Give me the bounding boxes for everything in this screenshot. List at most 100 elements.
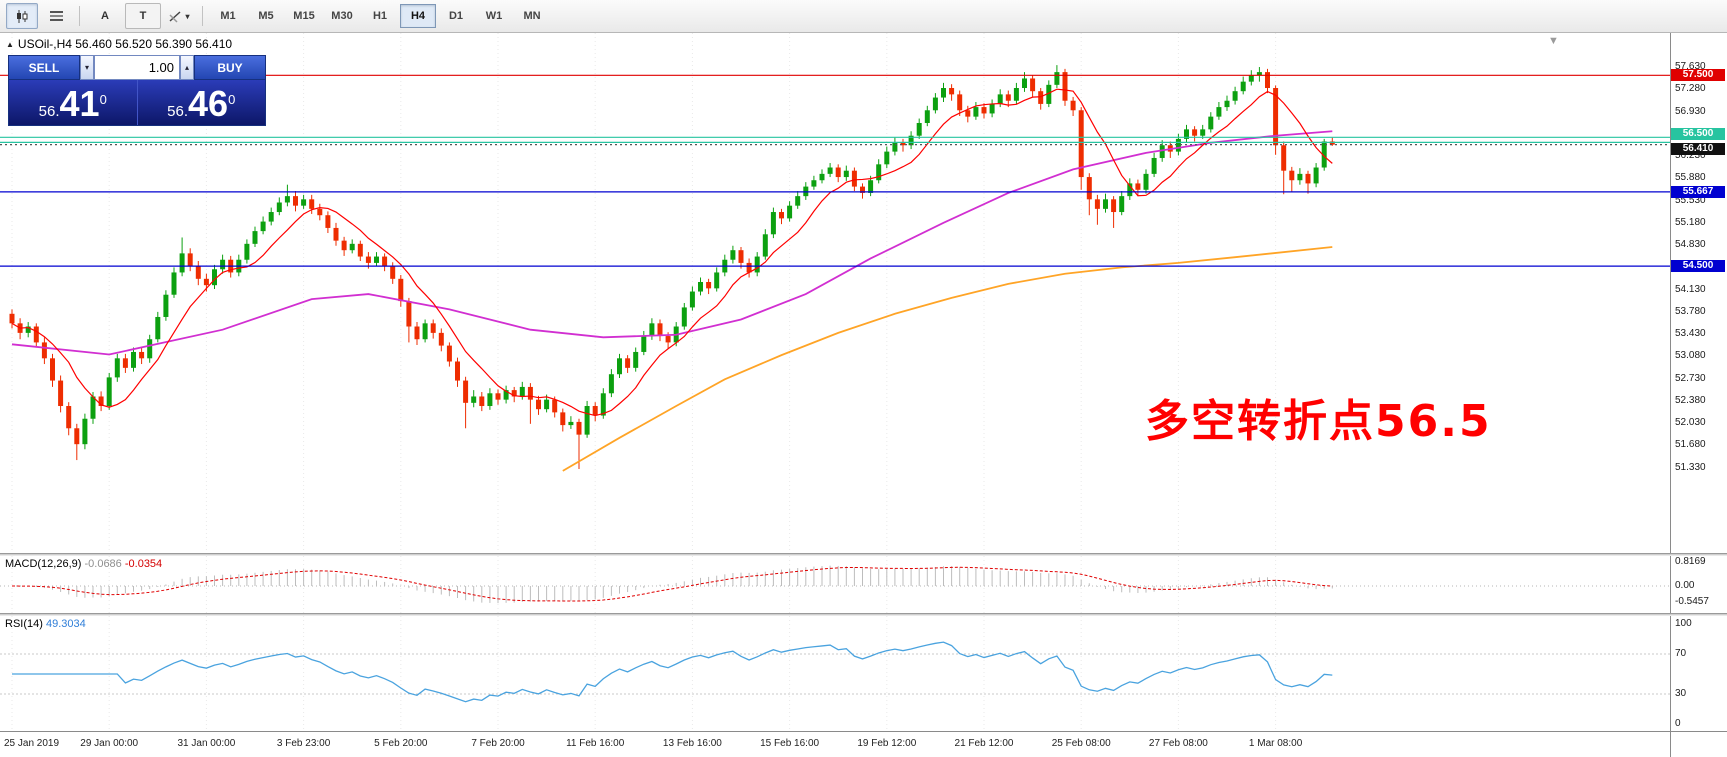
panel-divider[interactable] bbox=[0, 553, 1727, 556]
price-axis-label: 56.930 bbox=[1675, 105, 1706, 117]
sell-price-pips: 41 bbox=[59, 83, 100, 124]
one-click-trading-panel: SELL ▾ ▴ BUY 56.410 56.460 bbox=[8, 55, 266, 126]
price-level-badge: 57.500 bbox=[1671, 69, 1725, 82]
collapse-trade-panel-icon[interactable]: ▲ bbox=[6, 40, 14, 49]
price-axis-label: 51.680 bbox=[1675, 439, 1706, 451]
rsi-label: RSI(14) bbox=[5, 618, 43, 630]
time-axis-label: 25 Jan 2019 bbox=[4, 738, 60, 749]
ma-slow-line bbox=[562, 246, 1333, 472]
price-level-badge: 56.410 bbox=[1671, 142, 1725, 155]
timeframe-button-m5[interactable]: M5 bbox=[258, 10, 274, 22]
time-axis-label: 27 Feb 08:00 bbox=[1148, 738, 1208, 749]
macd-canvas[interactable] bbox=[0, 556, 1670, 613]
time-axis[interactable]: 25 Jan 2019 29 Jan 00:00 31 Jan 00:00 3 Feb… bbox=[0, 731, 1727, 757]
timeframe-button-mn[interactable]: MN bbox=[523, 10, 541, 22]
rsi-header: RSI(14) 49.3034 bbox=[5, 618, 86, 630]
price-level-badge: 55.667 bbox=[1671, 185, 1725, 198]
rsi-axis-label: 30 bbox=[1675, 688, 1687, 699]
price-axis-label: 57.280 bbox=[1675, 83, 1706, 95]
rsi-line bbox=[12, 641, 1333, 703]
rsi-axis-label: 100 bbox=[1675, 618, 1692, 629]
timeframe-button-m1[interactable]: M1 bbox=[220, 10, 236, 22]
macd-signal-value: -0.0354 bbox=[124, 558, 163, 570]
price-axis-label: 54.130 bbox=[1675, 283, 1706, 295]
volume-increase-button[interactable]: ▴ bbox=[180, 55, 194, 80]
panel-divider[interactable] bbox=[0, 613, 1727, 616]
time-axis-label: 29 Jan 00:00 bbox=[80, 738, 139, 749]
rsi-panel: RSI(14) 49.3034 100 70 30 0 bbox=[0, 616, 1727, 731]
macd-axis: 0.8169 0.00 -0.5457 bbox=[1670, 556, 1727, 613]
buy-button[interactable]: BUY bbox=[194, 55, 266, 80]
macd-axis-label: 0.00 bbox=[1675, 580, 1695, 591]
time-axis-label: 11 Feb 16:00 bbox=[566, 738, 625, 749]
timeframe-button-m30[interactable]: M30 bbox=[331, 10, 353, 22]
sell-price[interactable]: 56. 41 0 bbox=[9, 80, 137, 125]
price-axis-label: 55.180 bbox=[1675, 216, 1706, 228]
main-toolbar: A T ▾ M1 M5 M15 M30 H1 H4 D1 W1 MN bbox=[0, 0, 1727, 33]
buy-price-pips: 46 bbox=[188, 83, 229, 124]
sell-price-sup: 0 bbox=[99, 92, 107, 107]
volume-input[interactable] bbox=[94, 55, 180, 80]
macd-header: MACD(12,26,9) -0.0686 -0.0354 bbox=[5, 558, 162, 570]
label-tool-button[interactable]: T bbox=[125, 3, 161, 29]
price-axis-label: 53.430 bbox=[1675, 328, 1706, 340]
timeframe-button-h4[interactable]: H4 bbox=[400, 4, 436, 28]
time-axis-label: 3 Feb 23:00 bbox=[276, 738, 331, 749]
axis-separator bbox=[1670, 33, 1671, 757]
drawing-tools-dropdown[interactable]: ▾ bbox=[163, 3, 195, 29]
indicator-list-icon[interactable] bbox=[40, 3, 72, 29]
price-level-badge: 56.500 bbox=[1671, 127, 1725, 140]
macd-axis-label: -0.5457 bbox=[1675, 596, 1709, 608]
ohlc-text: USOil-,H4 56.460 56.520 56.390 56.410 bbox=[17, 37, 233, 51]
time-axis-label: 13 Feb 16:00 bbox=[662, 738, 722, 749]
price-axis[interactable]: 57.630 57.280 56.930 56.230 55.880 55.530 55.1… bbox=[1670, 33, 1727, 553]
buy-price-prefix: 56. bbox=[167, 103, 189, 120]
time-axis-label: 7 Feb 20:00 bbox=[471, 738, 525, 749]
sell-button[interactable]: SELL bbox=[8, 55, 80, 80]
chart-shift-marker: ▼ bbox=[1548, 35, 1559, 47]
time-axis-label: 15 Feb 16:00 bbox=[760, 738, 820, 749]
sell-price-prefix: 56. bbox=[38, 103, 60, 120]
price-axis-label: 51.330 bbox=[1675, 461, 1706, 473]
price-axis-label: 52.380 bbox=[1675, 394, 1706, 406]
toolbar-separator bbox=[202, 6, 203, 26]
timeframe-button-h1[interactable]: H1 bbox=[372, 10, 388, 22]
time-axis-label: 19 Feb 12:00 bbox=[857, 738, 917, 749]
macd-main-value: -0.0686 bbox=[84, 558, 122, 570]
time-axis-label: 31 Jan 00:00 bbox=[177, 738, 236, 749]
macd-label: MACD(12,26,9) bbox=[5, 558, 82, 570]
timeframe-button-m15[interactable]: M15 bbox=[293, 10, 315, 22]
chevron-down-icon: ▾ bbox=[185, 11, 190, 21]
timeframe-button-w1[interactable]: W1 bbox=[485, 10, 503, 22]
price-level-badge: 54.500 bbox=[1671, 260, 1725, 273]
price-axis-label: 55.530 bbox=[1675, 194, 1706, 206]
time-axis-label: 25 Feb 08:00 bbox=[1051, 738, 1111, 749]
text-tool-button[interactable]: A bbox=[101, 10, 109, 22]
candlestick-chart-icon[interactable] bbox=[6, 3, 38, 29]
timeframe-button-d1[interactable]: D1 bbox=[448, 10, 464, 22]
macd-axis-label: 0.8169 bbox=[1675, 556, 1706, 567]
rsi-axis-label: 0 bbox=[1675, 718, 1681, 729]
price-axis-label: 53.080 bbox=[1675, 350, 1706, 362]
price-divider bbox=[136, 80, 138, 125]
rsi-axis: 100 70 30 0 bbox=[1670, 616, 1727, 731]
price-chart-canvas[interactable] bbox=[0, 33, 1670, 553]
timeframe-buttons: M1 M5 M15 M30 H1 H4 D1 W1 MN bbox=[209, 4, 551, 28]
price-axis-label: 56.230 bbox=[1675, 150, 1706, 162]
price-axis-label: 55.880 bbox=[1675, 172, 1706, 184]
macd-histogram bbox=[19, 565, 1333, 604]
price-axis-label: 57.630 bbox=[1675, 61, 1706, 73]
time-axis-label: 21 Feb 12:00 bbox=[954, 738, 1014, 749]
volume-decrease-button[interactable]: ▾ bbox=[80, 55, 94, 80]
macd-signal-line bbox=[11, 566, 1333, 602]
rsi-canvas[interactable] bbox=[0, 616, 1670, 731]
price-axis-label: 52.730 bbox=[1675, 372, 1706, 384]
rsi-axis-label: 70 bbox=[1675, 648, 1687, 659]
toolbar-separator bbox=[79, 6, 80, 26]
macd-panel: MACD(12,26,9) -0.0686 -0.0354 0.8169 0.00… bbox=[0, 556, 1727, 613]
buy-price[interactable]: 56. 46 0 bbox=[138, 80, 266, 125]
ma-fast-line bbox=[11, 88, 1333, 417]
price-axis-label: 54.830 bbox=[1675, 239, 1706, 251]
price-axis-label: 52.030 bbox=[1675, 417, 1706, 429]
